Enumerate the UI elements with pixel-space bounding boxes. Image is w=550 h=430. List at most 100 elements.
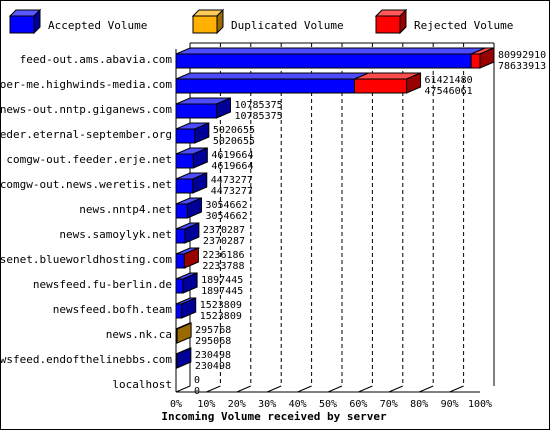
chart-labels: 0% 10% 20% 30% 40% 50% 60% 70% 80% 90% 100% feed-ou… [0,50,546,410]
bar-side [186,197,202,219]
category-label: feeder.eternal-september.org [0,128,172,141]
bar-side [181,297,197,319]
legend-swatch [192,15,218,34]
category-label: news-out.nntp.giganews.com [0,103,172,116]
legend-label: Rejected Volume [414,19,513,32]
value-label-accepted: 230498 [195,361,231,372]
value-label-total: 2370287 [203,225,245,236]
value-label-total: 3054662 [205,200,247,211]
bar-row [175,72,422,94]
value-label-total: 1897445 [201,275,243,286]
bar-accepted [175,278,184,294]
bar-accepted [175,53,472,69]
bar-row [175,172,208,194]
value-label-total: 1523809 [200,300,242,311]
category-label: newsfeed.fu-berlin.de [33,278,172,291]
bar-row [175,97,231,119]
bar-accepted [175,153,194,169]
bar-row [175,322,192,344]
value-label-total: 230498 [195,350,231,361]
grid-foot [358,385,373,393]
value-label-accepted: 4473277 [211,186,253,197]
bar-side [176,322,192,344]
legend-label: Duplicated Volume [231,19,344,32]
bar-accepted [175,78,355,94]
value-label-total: 0 [194,375,200,386]
grid-foot [449,385,464,393]
category-label: newsfeed.endofthelinebbs.com [0,353,172,366]
bar-row [175,247,200,269]
value-label-accepted: 1523809 [200,311,242,322]
legend-swatch [375,15,401,34]
bar-rejected [353,78,408,94]
legend: Accepted Volume Duplicated Volume Rejected… [8,8,513,35]
x-tick-label: 60% [349,399,367,410]
x-tick-label: 30% [258,399,276,410]
value-label-accepted: 78633913 [498,61,546,72]
value-label-accepted: 5020655 [213,136,255,147]
bar-row [175,347,192,369]
bar-row [175,272,198,294]
grid-foot [327,385,343,393]
grid-foot [206,385,221,393]
bar-row [175,47,495,69]
legend-swatch [9,15,35,34]
value-label-accepted: 3054662 [205,211,247,222]
category-label: feed-out.ams.abavia.com [20,53,173,66]
value-label-total: 4619664 [211,150,253,161]
x-tick-label: 0% [170,399,182,410]
category-label: voer-me.highwinds-media.com [0,78,172,91]
legend-label: Accepted Volume [48,19,147,32]
value-label-accepted: 295068 [195,336,231,347]
value-label-accepted: 2233788 [202,261,244,272]
x-tick-label: 100% [468,399,492,410]
chart-bars [175,47,495,369]
category-label: newsfeed.bofh.team [53,303,173,316]
category-label: news.samoylyk.net [59,228,172,241]
value-label-total: 4473277 [211,175,253,186]
bar-side [183,247,199,269]
bar-side [192,147,208,169]
bar-side [176,347,192,369]
bar-side [182,272,198,294]
value-label-total: 2236186 [202,250,244,261]
legend-item: Rejected Volume [374,8,513,35]
category-label: localhost [112,378,172,391]
value-label-total: 61421480 [425,75,473,86]
bar-accepted [175,178,194,194]
x-axis-label: Incoming Volume received by server [161,410,387,423]
value-label-accepted: 0 [194,386,200,397]
axis-corner [175,385,191,393]
grid-foot [419,385,434,393]
value-label-accepted: 10785375 [234,111,282,122]
value-label-total: 10785375 [234,100,282,111]
grid-foot [297,385,312,393]
bar-row [175,197,202,219]
bar-accepted-top [175,47,486,55]
value-label-total: 80992910 [498,50,546,61]
bar-side [479,47,495,69]
bar-side [192,172,208,194]
bar-row [175,147,208,169]
bar-accepted [175,203,188,219]
legend-item: Duplicated Volume [191,8,344,35]
category-label: comgw-out.news.weretis.net [0,178,172,191]
x-tick-label: 70% [380,399,398,410]
x-tick-label: 80% [410,399,428,410]
x-tick-label: 90% [441,399,459,410]
bar-accepted-top [175,72,369,80]
value-label-accepted: 2370287 [203,236,245,247]
value-label-total: 295768 [195,325,231,336]
value-label-accepted: 47546061 [425,86,473,97]
value-label-accepted: 1897445 [201,286,243,297]
bar-row [175,222,200,244]
grid-foot [267,385,282,393]
bar-side [194,122,210,144]
legend-item: Accepted Volume [8,8,147,35]
grid-foot [236,385,251,393]
category-label: news.nk.ca [106,328,172,341]
bar-accepted [175,128,196,144]
bar-side [215,97,231,119]
category-label: news.nntp4.net [79,203,172,216]
